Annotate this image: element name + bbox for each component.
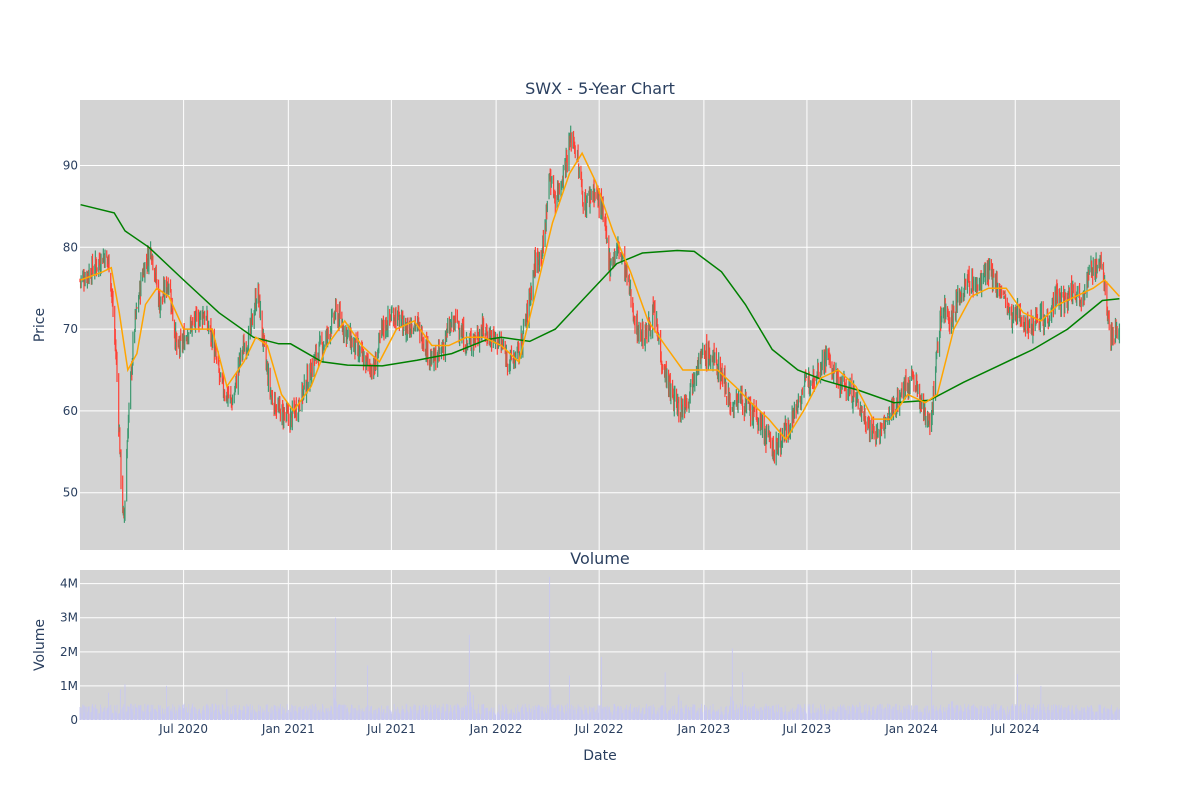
date-tick-label: Jan 2023: [676, 722, 730, 736]
date-tick-label: Jul 2022: [574, 722, 624, 736]
price-y-tick-label: 50: [63, 486, 78, 500]
volume-panel: 0 1M 2M 3M 4M Jul 2020 Jan 2021 Jul 2021 Jan 202…: [60, 570, 1120, 736]
price-y-tick-label: 60: [63, 404, 78, 418]
date-axis-label: Date: [583, 748, 616, 764]
volume-plot-area: [80, 570, 1120, 720]
price-y-tick-label: 70: [63, 322, 78, 336]
short-moving-average-line: [80, 151, 1120, 441]
price-axis-label: Price: [32, 308, 48, 342]
date-tick-label: Jul 2023: [781, 722, 831, 736]
price-y-tick-label: 90: [63, 158, 78, 172]
price-plot-area: [80, 100, 1120, 550]
date-tick-label: Jul 2020: [158, 722, 208, 736]
volume-y-tick-label: 3M: [60, 611, 78, 625]
volume-y-tick-label: 1M: [60, 679, 78, 693]
volume-axis-label: Volume: [32, 619, 48, 671]
volume-bars: [79, 576, 1120, 720]
price-panel: 50 60 70 80 90: [63, 100, 1121, 550]
date-tick-label: Jul 2024: [990, 722, 1040, 736]
volume-y-tick-label: 4M: [60, 577, 78, 591]
date-tick-label: Jan 2022: [469, 722, 523, 736]
volume-y-tick-label: 0: [70, 713, 78, 727]
date-tick-label: Jan 2021: [261, 722, 315, 736]
volume-y-tick-label: 2M: [60, 645, 78, 659]
volume-chart-title: Volume: [570, 549, 630, 568]
price-chart-title: SWX - 5-Year Chart: [525, 79, 675, 98]
price-y-tick-label: 80: [63, 240, 78, 254]
date-tick-label: Jan 2024: [884, 722, 938, 736]
date-tick-label: Jul 2021: [366, 722, 416, 736]
